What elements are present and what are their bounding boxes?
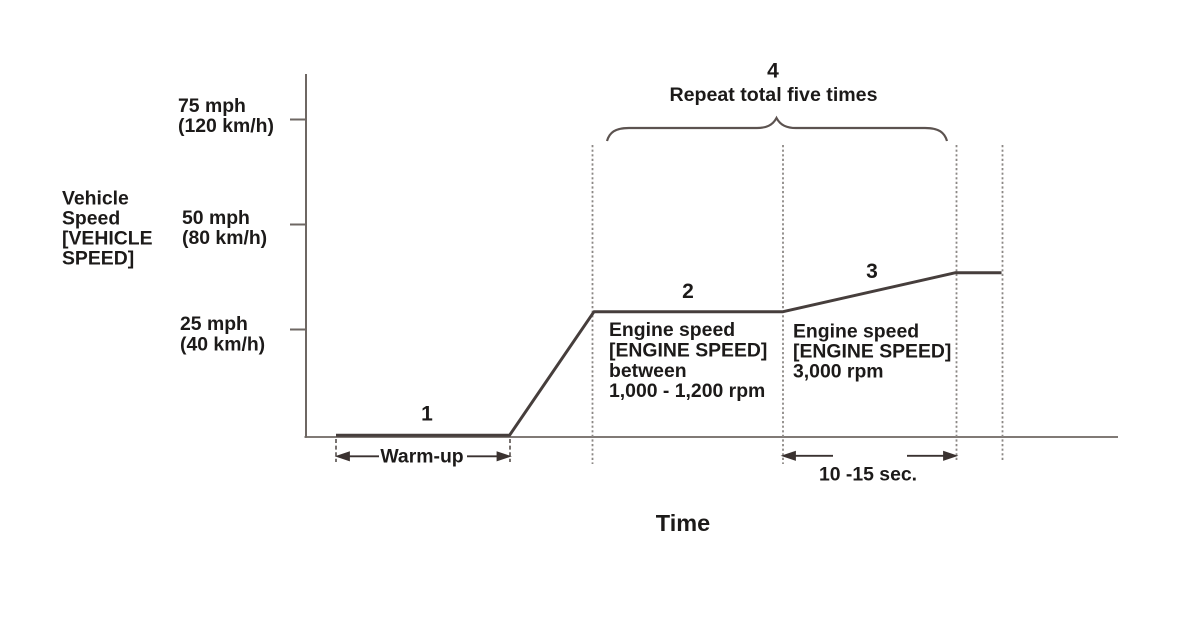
svg-text:1: 1	[421, 403, 433, 426]
svg-text:(40 km/h): (40 km/h)	[180, 334, 265, 356]
svg-text:75 mph: 75 mph	[178, 95, 246, 117]
svg-text:[VEHICLE: [VEHICLE	[62, 228, 153, 250]
svg-text:[ENGINE SPEED]: [ENGINE SPEED]	[793, 341, 951, 363]
svg-text:Engine speed: Engine speed	[609, 319, 735, 341]
svg-text:(120 km/h): (120 km/h)	[178, 115, 274, 137]
svg-text:Speed: Speed	[62, 208, 120, 230]
svg-text:between: between	[609, 360, 687, 382]
svg-text:2: 2	[682, 280, 694, 303]
svg-text:Repeat total five times: Repeat total five times	[670, 84, 878, 106]
svg-text:Time: Time	[656, 510, 710, 536]
svg-text:25 mph: 25 mph	[180, 313, 248, 335]
svg-text:50 mph: 50 mph	[182, 207, 250, 229]
svg-text:10 -15 sec.: 10 -15 sec.	[819, 464, 917, 486]
svg-text:SPEED]: SPEED]	[62, 248, 134, 270]
svg-text:[ENGINE SPEED]: [ENGINE SPEED]	[609, 340, 767, 362]
svg-text:(80 km/h): (80 km/h)	[182, 227, 267, 249]
svg-text:1,000 - 1,200 rpm: 1,000 - 1,200 rpm	[609, 380, 765, 402]
svg-text:3,000 rpm: 3,000 rpm	[793, 361, 884, 383]
svg-text:4: 4	[767, 60, 779, 83]
svg-text:3: 3	[866, 260, 878, 283]
svg-text:Engine speed: Engine speed	[793, 321, 919, 343]
svg-text:Vehicle: Vehicle	[62, 188, 129, 210]
svg-text:Warm-up: Warm-up	[380, 446, 463, 468]
